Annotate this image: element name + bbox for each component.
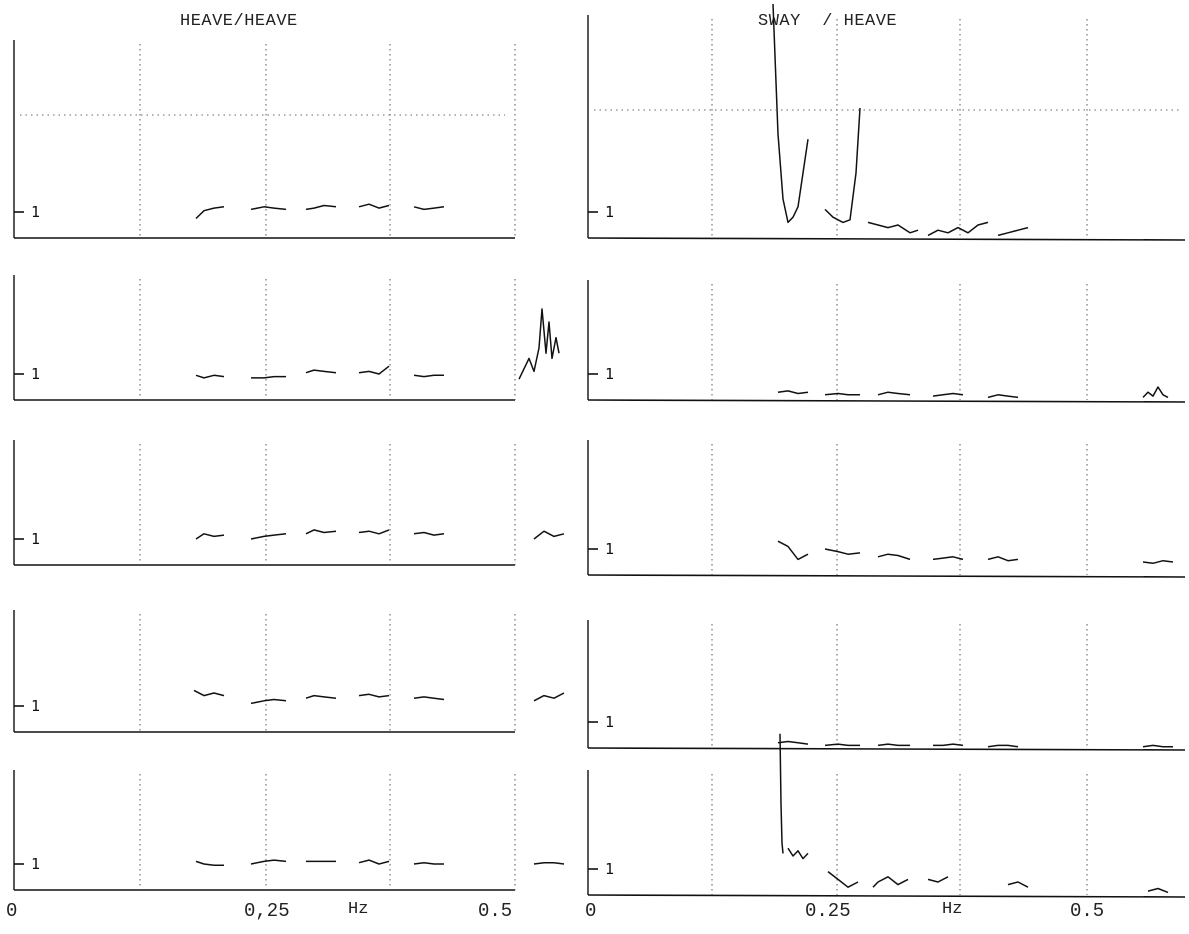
series-segment-c0-r4-3	[358, 859, 390, 865]
series-segment-c1-r2-1	[824, 548, 861, 555]
y-tick-label-c0-r2: 1	[31, 530, 40, 548]
series-segment-c0-r4-0	[195, 860, 224, 867]
y-tick-label-c0-r4: 1	[31, 855, 40, 873]
x-tick-right-0: 0	[585, 900, 597, 922]
series-segment-c1-r4-4	[927, 876, 949, 883]
x-axis-c1-r4	[587, 894, 1186, 898]
x-tick-left-025: 0,25	[244, 900, 290, 922]
series-segment-c1-r3-5	[1142, 744, 1173, 748]
y-tick-label-c0-r1: 1	[31, 365, 40, 383]
x-axis-c1-r2	[587, 574, 1186, 578]
series-segment-c0-r0-4	[413, 206, 445, 211]
series-segment-c0-r1-5	[518, 308, 560, 380]
series-segment-c0-r4-1	[250, 859, 287, 865]
series-segment-c0-r1-1	[251, 375, 286, 379]
series-segment-c0-r3-0	[193, 689, 225, 697]
col-title-sway-heave: SWAY / HEAVE	[758, 12, 898, 31]
series-segment-c0-r2-2	[305, 529, 337, 535]
series-segment-c1-r3-3	[933, 743, 964, 747]
series-segment-c1-r0-2	[867, 221, 919, 234]
series-segment-c1-r1-3	[932, 392, 964, 397]
series-segment-c0-r2-0	[195, 533, 225, 540]
series-segment-c0-r1-3	[358, 365, 390, 375]
series-segment-c1-r1-5	[1142, 386, 1169, 399]
series-segment-c1-r2-5	[1142, 559, 1174, 565]
series-segment-c0-r3-5	[533, 692, 565, 702]
series-segment-c0-r3-3	[358, 693, 390, 698]
x-tick-right-05: 0.5	[1070, 900, 1105, 922]
y-tick-label-c1-r4: 1	[605, 860, 614, 878]
series-segment-c1-r3-2	[877, 743, 910, 747]
series-segment-c1-r4-1	[787, 847, 809, 860]
series-segment-c0-r4-5	[533, 861, 565, 865]
x-tick-right-025: 0.25	[805, 900, 851, 922]
series-segment-c1-r0-4	[997, 226, 1029, 237]
series-segment-c1-r3-0	[777, 740, 809, 745]
series-segment-c1-r4-3	[872, 876, 909, 888]
x-axis-c1-r3	[587, 747, 1186, 751]
series-segment-c0-r3-1	[250, 698, 287, 705]
series-segment-c0-r4-4	[413, 861, 444, 865]
series-segment-c1-r2-0	[777, 540, 809, 561]
series-segment-c0-r1-0	[195, 374, 225, 379]
series-segment-c0-r2-5	[533, 530, 565, 540]
series-segment-c0-r0-1	[250, 206, 287, 211]
series-segment-c1-r2-3	[932, 556, 964, 561]
y-tick-label-c0-r3: 1	[31, 697, 40, 715]
x-axis-label-right: Hz	[942, 900, 963, 919]
x-axis-c1-r0	[587, 237, 1186, 241]
y-tick-label-c1-r2: 1	[605, 540, 614, 558]
series-segment-c1-r0-3	[927, 221, 989, 237]
series-segment-c1-r4-5	[1007, 881, 1029, 888]
series-segment-c0-r3-4	[413, 696, 445, 701]
series-segment-c1-r4-2	[827, 871, 859, 888]
series-segment-c1-r2-4	[987, 556, 1019, 562]
y-tick-label-c1-r3: 1	[605, 713, 614, 731]
series-segment-c1-r0-1	[824, 107, 861, 224]
col-title-heave-heave: HEAVE/HEAVE	[180, 12, 298, 31]
x-tick-left-05: 0.5	[478, 900, 513, 922]
x-axis-c1-r1	[587, 399, 1186, 403]
series-segment-c0-r1-2	[305, 369, 337, 374]
series-segment-c0-r0-2	[305, 204, 337, 211]
series-segment-c0-r0-3	[358, 203, 390, 209]
x-axis-label-left: Hz	[348, 900, 369, 919]
series-segment-c0-r3-2	[305, 694, 337, 699]
y-tick-label-c1-r0: 1	[605, 203, 614, 221]
series-segment-c0-r0-0	[195, 206, 225, 220]
series-segment-c0-r1-4	[413, 374, 444, 378]
series-segment-c1-r1-4	[987, 394, 1019, 399]
series-segment-c1-r1-2	[877, 391, 911, 396]
y-tick-label-c1-r1: 1	[605, 365, 614, 383]
series-segment-c1-r2-2	[877, 553, 911, 561]
series-segment-c1-r4-6	[1147, 887, 1169, 894]
x-tick-left-0: 0	[6, 900, 18, 922]
y-tick-label-c0-r0: 1	[31, 203, 40, 221]
series-segment-c0-r2-4	[413, 531, 445, 536]
series-segment-c1-r3-4	[987, 744, 1019, 748]
series-segment-c1-r4-0	[779, 733, 784, 854]
series-segment-c1-r0-0	[772, 3, 809, 224]
series-segment-c1-r1-1	[824, 392, 860, 396]
series-segment-c1-r3-1	[824, 743, 860, 747]
series-segment-c1-r1-0	[777, 390, 809, 395]
series-segment-c0-r2-1	[250, 533, 287, 540]
series-segment-c0-r2-3	[358, 529, 390, 535]
